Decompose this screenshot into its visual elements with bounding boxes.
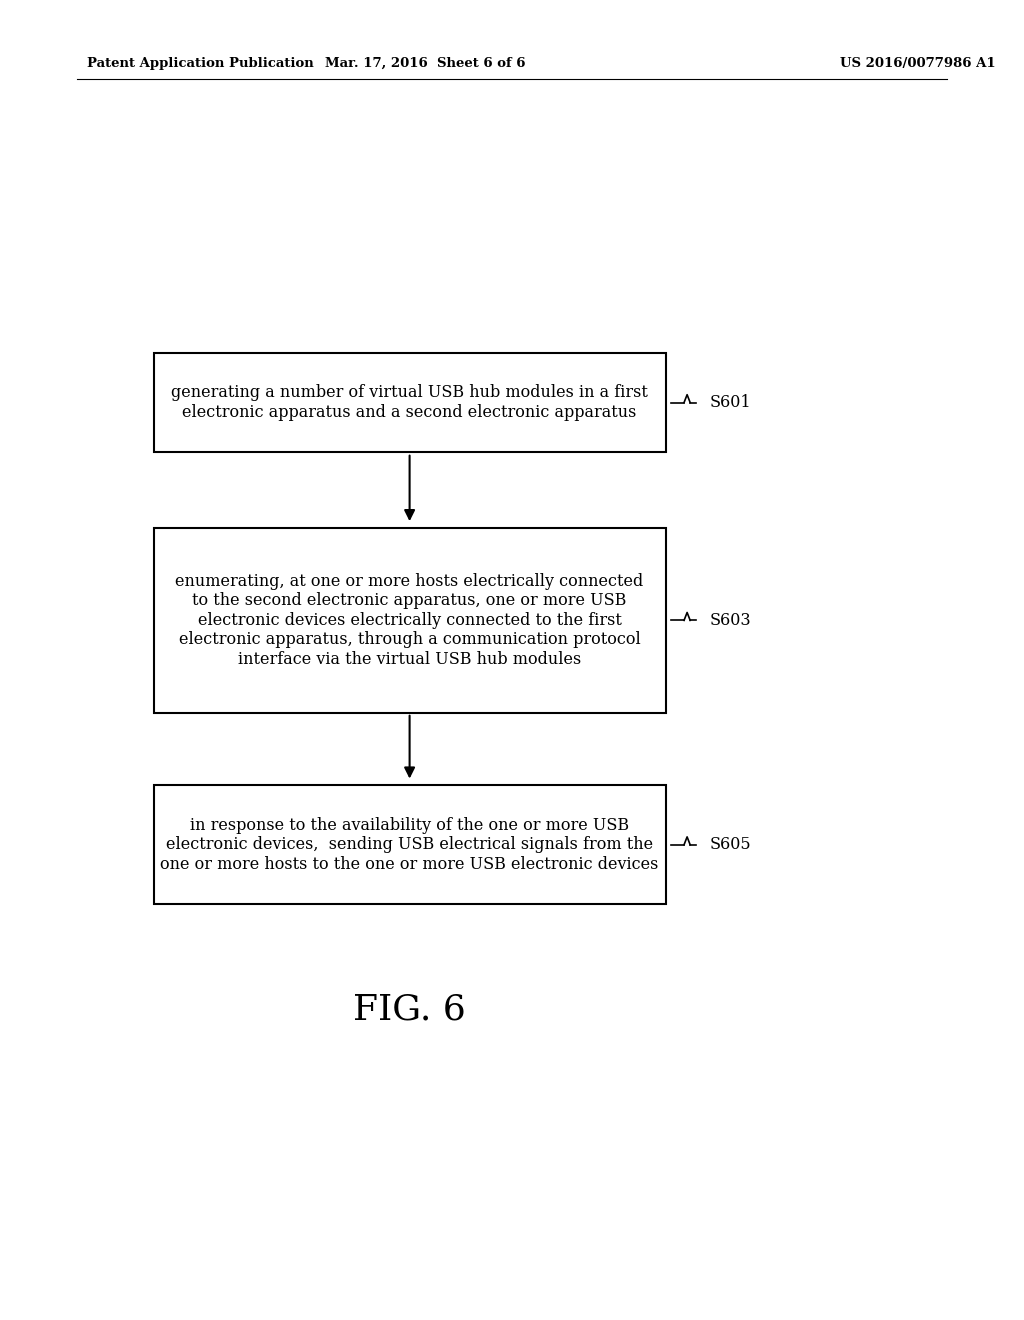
Text: generating a number of virtual USB hub modules in a first
electronic apparatus a: generating a number of virtual USB hub m…: [171, 384, 648, 421]
Text: S603: S603: [710, 612, 752, 628]
Text: Mar. 17, 2016  Sheet 6 of 6: Mar. 17, 2016 Sheet 6 of 6: [325, 57, 525, 70]
Text: S601: S601: [710, 395, 752, 411]
Bar: [154, 785, 666, 904]
Text: S605: S605: [710, 837, 752, 853]
Text: FIG. 6: FIG. 6: [353, 993, 466, 1027]
Text: in response to the availability of the one or more USB
electronic devices,  send: in response to the availability of the o…: [161, 817, 658, 873]
Bar: [154, 528, 666, 713]
Text: enumerating, at one or more hosts electrically connected
to the second electroni: enumerating, at one or more hosts electr…: [175, 573, 644, 668]
Text: Patent Application Publication: Patent Application Publication: [87, 57, 313, 70]
Bar: [154, 354, 666, 451]
Text: US 2016/0077986 A1: US 2016/0077986 A1: [840, 57, 995, 70]
